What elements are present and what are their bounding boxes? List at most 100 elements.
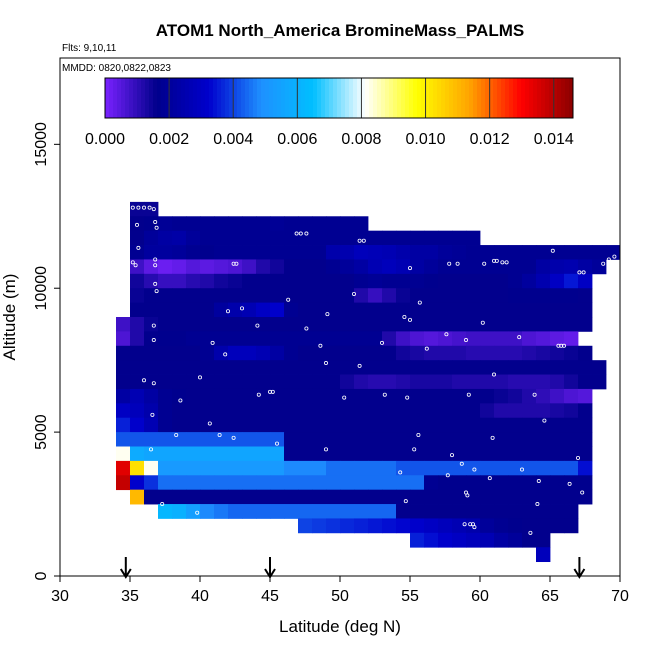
heatmap-cell (396, 403, 411, 419)
heatmap-cell (186, 288, 201, 304)
colorbar-swatch (525, 78, 530, 118)
heatmap-cell (284, 302, 299, 318)
heatmap-cell (326, 331, 341, 347)
colorbar-swatch (141, 78, 146, 118)
heatmap-cell (284, 374, 299, 390)
heatmap-cell (382, 403, 397, 419)
heatmap-cell (326, 360, 341, 375)
heatmap-cell (144, 475, 159, 491)
heatmap-cell (592, 374, 607, 390)
x-tick-label: 45 (261, 588, 279, 605)
heatmap-cell (270, 216, 285, 232)
heatmap-cell (354, 345, 369, 361)
heatmap-cell (382, 417, 397, 433)
sample-point (416, 432, 421, 437)
heatmap-cell (200, 374, 215, 390)
heatmap-cell (480, 259, 495, 275)
heatmap-cell (256, 345, 271, 361)
colorbar-swatch (253, 78, 258, 118)
heatmap-cell (452, 345, 467, 361)
heatmap-cell (312, 216, 327, 232)
colorbar-swatch (113, 78, 118, 118)
heatmap-cell (368, 388, 383, 404)
heatmap-cell (326, 259, 341, 275)
heatmap-cell (172, 259, 187, 275)
heatmap-cell (158, 216, 173, 232)
colorbar-swatch (149, 78, 154, 118)
colorbar-swatch (105, 78, 110, 118)
heatmap-cell (438, 259, 453, 275)
x-tick-label: 70 (611, 588, 629, 605)
heatmap-cell (326, 317, 341, 332)
heatmap-cell (158, 432, 173, 447)
heatmap-cell (522, 403, 537, 419)
heatmap-cell (214, 259, 229, 275)
heatmap-cell (186, 388, 201, 404)
heatmap-cell (508, 317, 523, 332)
heatmap-cell (312, 518, 327, 534)
x-tick-label: 40 (191, 588, 209, 605)
heatmap-cell (550, 446, 565, 462)
heatmap-cell (536, 403, 551, 419)
colorbar-swatch (257, 78, 262, 118)
heatmap-cell (130, 288, 145, 304)
heatmap-cell (354, 403, 369, 419)
heatmap-cell (130, 403, 145, 419)
heatmap-cell (242, 403, 257, 419)
heatmap-cell (242, 432, 257, 447)
heatmap-cell (200, 504, 215, 519)
colorbar-swatch (269, 78, 274, 118)
colorbar-swatch (337, 78, 342, 118)
heatmap-cell (494, 273, 509, 289)
heatmap-cell (312, 417, 327, 433)
sample-point (407, 317, 412, 322)
colorbar-swatch (169, 78, 174, 118)
heatmap-cell (326, 388, 341, 404)
heatmap-cell (172, 388, 187, 404)
colorbar-swatch (289, 78, 294, 118)
heatmap-cell (578, 432, 593, 447)
heatmap-cell (368, 374, 383, 390)
sample-point (504, 260, 509, 265)
heatmap-cell (130, 388, 145, 404)
heatmap-cell (382, 489, 397, 505)
heatmap-cell (494, 360, 509, 375)
heatmap-cell (480, 360, 495, 375)
heatmap-cell (242, 216, 257, 232)
heatmap-cell (410, 475, 425, 491)
heatmap-cell (578, 317, 593, 332)
heatmap-cell (452, 460, 467, 476)
heatmap-cell (368, 504, 383, 519)
latitude-arrows (119, 557, 586, 579)
sample-point (210, 340, 215, 345)
heatmap-cell (130, 432, 145, 447)
heatmap-cell (144, 489, 159, 505)
colorbar-swatch (521, 78, 526, 118)
heatmap-cell (466, 504, 481, 519)
heatmap-cell (214, 460, 229, 476)
heatmap-cell (522, 345, 537, 361)
heatmap-cell (326, 345, 341, 361)
sample-point (382, 392, 387, 397)
colorbar-swatch (489, 78, 494, 118)
colorbar-swatch (353, 78, 358, 118)
heatmap-cell (480, 374, 495, 390)
heatmap-cell (270, 230, 285, 246)
heatmap-cell (480, 518, 495, 534)
heatmap-cell (564, 388, 579, 404)
heatmap-cell (438, 489, 453, 505)
sample-point (239, 306, 244, 311)
heatmap-cell (130, 230, 145, 246)
heatmap-cell (480, 273, 495, 289)
heatmap-cell (452, 432, 467, 447)
heatmap-cell (494, 388, 509, 404)
heatmap-cell (382, 259, 397, 275)
sample-point (424, 346, 429, 351)
heatmap-cell (452, 288, 467, 304)
heatmap-cell (130, 374, 145, 390)
heatmap-cell (256, 302, 271, 318)
heatmap-cell (172, 460, 187, 476)
heatmap-cell (368, 345, 383, 361)
heatmap-cell (466, 403, 481, 419)
colorbar-frame (104, 77, 574, 119)
